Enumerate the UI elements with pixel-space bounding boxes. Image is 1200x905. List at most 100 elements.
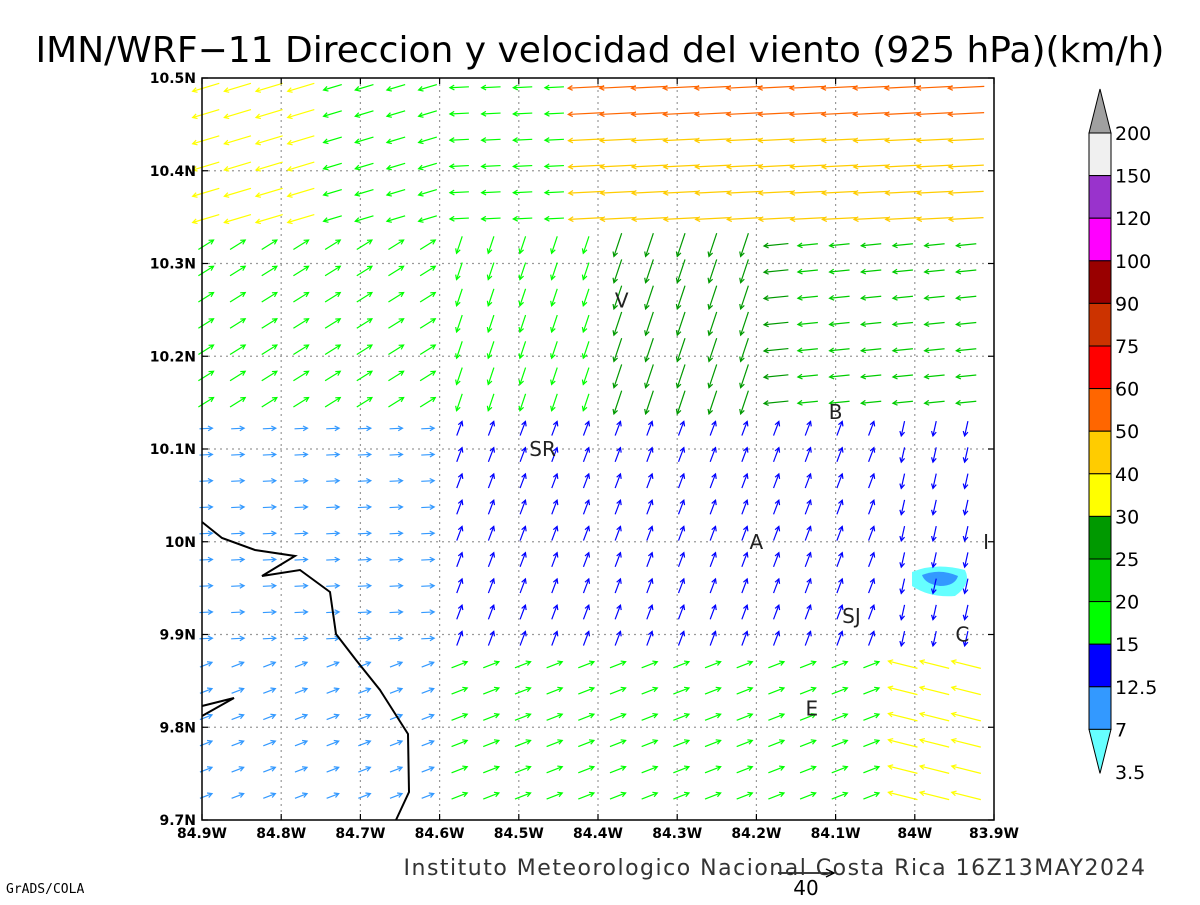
wind-arrow [859,373,882,380]
wind-arrow [546,712,564,721]
wind-arrow [326,661,340,668]
wind-arrow [254,213,283,225]
wind-arrow [852,190,889,196]
wind-arrow [675,311,686,337]
wind-arrow [578,686,596,695]
wind-arrow [421,582,436,589]
wind-arrow [357,556,373,563]
wind-arrow [451,765,469,774]
wind-arrow [891,294,913,301]
wind-arrow [322,136,342,145]
y-axis-ticks: 10.5N 10.4N 10.3N 10.2N 10.1N 10N 9.9N 9.8N 9.7N [150,71,994,829]
wind-arrow [673,791,691,800]
wind-arrow [294,477,309,484]
wind-arrow [550,262,558,281]
wind-arrow [757,137,794,144]
wind-arrow [486,314,495,334]
wind-arrow [456,472,464,489]
wind-arrow [852,163,889,170]
wind-arrow [598,111,636,118]
wind-arrow [358,687,372,694]
wind-arrow [451,712,469,721]
wind-arrow [641,791,659,800]
wind-arrow [551,630,559,646]
wind-arrow [707,364,718,389]
x-tick-label: 84W [897,826,932,842]
wind-arrow [231,687,245,694]
wind-arrow [519,630,527,646]
wind-arrow [322,188,342,197]
wind-arrow [950,685,981,696]
wind-arrow [741,603,749,620]
wind-vectors [191,82,985,801]
wind-arrow [804,498,812,515]
wind-arrow [455,262,463,281]
wind-arrow [261,318,278,329]
reference-arrowhead [825,868,836,878]
wind-arrow [388,370,405,382]
wind-arrow [262,635,278,642]
wind-arrow [487,472,496,489]
wind-arrow [631,216,667,223]
wind-arrow [788,137,826,144]
wind-arrow [947,111,985,118]
wind-arrow [456,420,464,436]
wind-arrow [550,341,558,360]
wind-arrow [831,739,849,748]
wind-arrow [891,373,913,380]
wind-arrow [887,659,918,669]
wind-arrow [915,190,953,196]
wind-arrow [887,711,918,722]
wind-arrow [326,425,341,432]
wind-arrow [357,504,373,511]
wind-arrow [828,399,850,406]
wind-arrow [582,472,591,489]
wind-arrow [286,108,315,120]
wind-arrow [947,137,985,144]
wind-arrow [551,472,559,489]
wind-arrow [486,262,495,281]
wind-arrow [923,399,945,406]
wind-arrow [262,477,278,484]
wind-arrow [899,630,906,648]
wind-arrow [356,396,374,408]
wind-arrow [630,111,668,118]
wind-arrow [641,660,659,669]
wind-arrow [614,525,622,541]
wind-arrow [950,738,981,748]
wind-arrow [263,792,277,799]
wind-arrow [709,603,717,620]
wind-arrow [887,790,918,801]
wind-arrow [768,791,786,800]
wind-arrow [229,239,247,251]
wind-arrow [741,472,749,489]
wind-arrow [356,291,374,303]
wind-arrow [358,792,372,799]
wind-arrow [385,188,406,197]
wind-arrow [357,451,373,458]
wind-arrow [677,525,686,541]
wind-arrow [456,525,464,541]
legend-swatch [1088,643,1112,688]
wind-arrow [772,630,781,646]
wind-arrow [514,660,532,669]
wind-arrow [962,578,969,595]
wind-arrow [859,347,882,354]
wind-arrow [677,630,686,646]
wind-arrow [646,577,654,594]
wind-arrow [741,446,749,463]
wind-arrow [421,661,435,668]
wind-arrow [955,294,977,301]
wind-arrow [868,577,876,594]
wind-arrow [448,163,469,170]
wind-arrow [675,390,686,416]
wind-arrow [326,556,341,563]
wind-arrow [677,577,686,594]
wind-arrow [480,137,501,143]
x-tick-label: 84.5W [494,826,544,842]
wind-arrow [930,420,937,438]
wind-arrow [229,344,247,356]
wind-arrow [741,577,749,594]
wind-arrow [254,82,283,93]
wind-arrow [736,739,754,748]
